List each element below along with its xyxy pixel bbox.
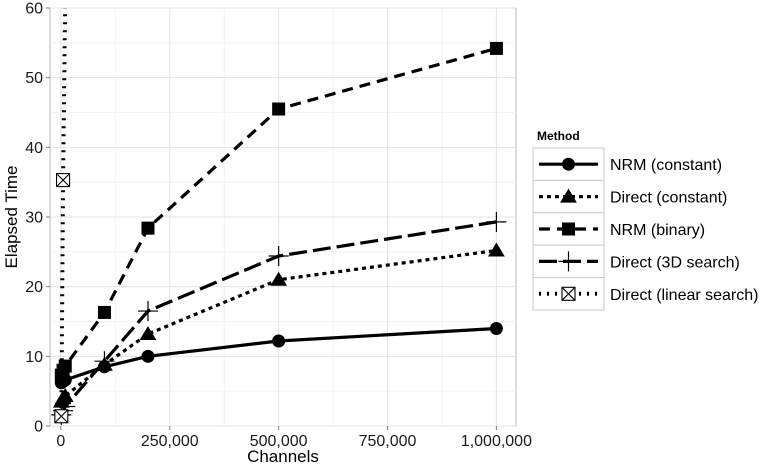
- boxed-x-marker: [56, 173, 71, 188]
- y-tick-label: 30: [25, 210, 43, 227]
- legend-label: Direct (linear search): [610, 287, 758, 304]
- triangle-marker: [560, 188, 577, 203]
- circle-marker: [562, 157, 575, 171]
- grid: [50, 7, 516, 427]
- square-marker: [562, 222, 575, 236]
- triangle-marker: [488, 242, 505, 257]
- y-tick-label: 10: [25, 349, 43, 366]
- square-marker: [97, 305, 111, 319]
- legend-item: Direct (constant): [532, 179, 727, 214]
- triangle-marker: [56, 388, 74, 403]
- circle-marker: [489, 321, 503, 335]
- legend-item: NRM (binary): [532, 212, 705, 246]
- y-tick-label: 60: [25, 1, 43, 18]
- plus-marker: [94, 351, 115, 372]
- boxed-x-marker: [561, 286, 576, 301]
- plus-marker: [558, 251, 579, 272]
- triangle-marker: [270, 271, 288, 286]
- legend-label: NRM (binary): [610, 222, 705, 239]
- square-marker: [58, 359, 72, 373]
- legend-item: Direct (linear search): [532, 277, 758, 311]
- legend-title: Method: [537, 129, 580, 143]
- x-tick-label: 250,000: [141, 433, 199, 450]
- y-tick-label: 20: [25, 279, 43, 296]
- series-4: [59, 8, 68, 417]
- x-axis-title: Channels: [247, 447, 319, 465]
- legend-label: NRM (constant): [610, 157, 722, 174]
- series-markers-2: [54, 41, 503, 382]
- y-tick-label: 0: [34, 419, 43, 436]
- legend-label: Direct (3D search): [610, 254, 740, 271]
- legend-item: Direct (3D search): [532, 244, 740, 279]
- legend-key: [532, 277, 605, 311]
- legend-label: Direct (constant): [610, 190, 727, 207]
- axes: 0 10 20 30 40 50 60 0 250,000 500,000 750,000 1,000…: [25, 1, 532, 451]
- series-line: [59, 8, 68, 417]
- y-axis-title: Elapsed Time: [2, 166, 21, 269]
- y-tick-label: 50: [25, 70, 43, 87]
- square-marker: [141, 221, 155, 235]
- boxed-x-marker: [54, 409, 69, 424]
- circle-marker: [272, 334, 286, 348]
- x-tick-label: 1,000,000: [461, 433, 532, 450]
- series-layer: [51, 8, 507, 425]
- square-marker: [272, 102, 286, 116]
- square-marker: [489, 41, 503, 55]
- x-tick-label: 500,000: [250, 433, 308, 450]
- y-tick-label: 40: [25, 140, 43, 157]
- legend: Method NRM (constant) Direct (constant) NR…: [532, 129, 777, 311]
- x-tick-label: 0: [56, 433, 65, 450]
- triangle-marker: [139, 326, 157, 341]
- plus-marker: [486, 211, 507, 232]
- series-markers-4: [54, 173, 71, 424]
- plus-marker: [268, 246, 289, 267]
- x-tick-label: 750,000: [359, 433, 417, 450]
- legend-item: NRM (constant): [532, 147, 722, 181]
- circle-marker: [141, 349, 155, 363]
- plus-marker: [137, 301, 158, 322]
